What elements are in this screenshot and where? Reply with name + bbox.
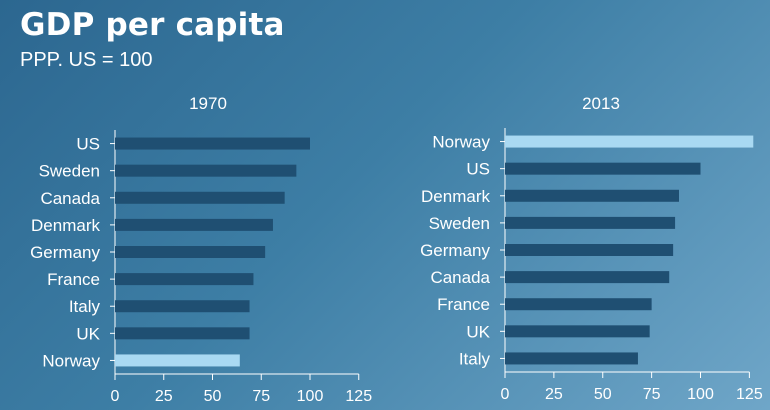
- category-label: US: [466, 160, 490, 179]
- page-title: GDP per capita: [20, 7, 285, 43]
- chart-title: 2013: [582, 94, 620, 113]
- category-label: Canada: [40, 189, 100, 208]
- x-tick-label: 75: [643, 386, 661, 403]
- bar-norway: [115, 354, 240, 367]
- x-tick-label: 125: [736, 386, 763, 403]
- bar-denmark: [505, 189, 679, 202]
- bar-germany: [505, 244, 674, 256]
- bar-canada: [505, 271, 670, 284]
- bar-canada: [115, 191, 285, 204]
- page-subtitle: PPP. US = 100: [20, 49, 153, 71]
- bar-us: [505, 162, 701, 175]
- category-label: Norway: [42, 351, 100, 370]
- category-label: US: [76, 135, 100, 154]
- category-label: Denmark: [31, 216, 100, 235]
- category-label: Sweden: [39, 162, 100, 181]
- x-tick-label: 100: [297, 388, 324, 405]
- category-label: Germany: [420, 241, 490, 260]
- bar-sweden: [505, 216, 676, 229]
- bar-france: [505, 298, 652, 311]
- x-tick-label: 0: [111, 388, 120, 405]
- bar-france: [115, 273, 254, 286]
- bar-uk: [115, 327, 250, 340]
- category-label: Norway: [432, 133, 490, 152]
- bar-sweden: [115, 164, 297, 177]
- bar-us: [115, 137, 310, 150]
- x-tick-label: 25: [155, 388, 173, 405]
- category-label: France: [437, 295, 490, 314]
- category-label: Italy: [69, 297, 101, 316]
- x-tick-label: 75: [252, 388, 270, 405]
- category-label: Italy: [459, 349, 491, 368]
- x-tick-label: 50: [204, 388, 222, 405]
- category-label: Denmark: [421, 187, 490, 206]
- bar-uk: [505, 325, 650, 338]
- x-tick-label: 100: [687, 386, 714, 403]
- category-label: Germany: [30, 243, 100, 262]
- category-label: Canada: [430, 268, 490, 287]
- bar-italy: [505, 352, 638, 365]
- bar-germany: [115, 246, 266, 258]
- bar-italy: [115, 300, 250, 313]
- category-label: France: [47, 270, 100, 289]
- x-tick-label: 125: [345, 388, 372, 405]
- x-tick-label: 0: [501, 386, 510, 403]
- category-label: UK: [466, 322, 490, 341]
- bar-denmark: [115, 218, 273, 231]
- category-label: Sweden: [429, 214, 490, 233]
- chart-title: 1970: [189, 94, 227, 113]
- bar-norway: [505, 135, 754, 148]
- x-tick-label: 25: [545, 386, 563, 403]
- category-label: UK: [76, 324, 100, 343]
- x-tick-label: 50: [594, 386, 612, 403]
